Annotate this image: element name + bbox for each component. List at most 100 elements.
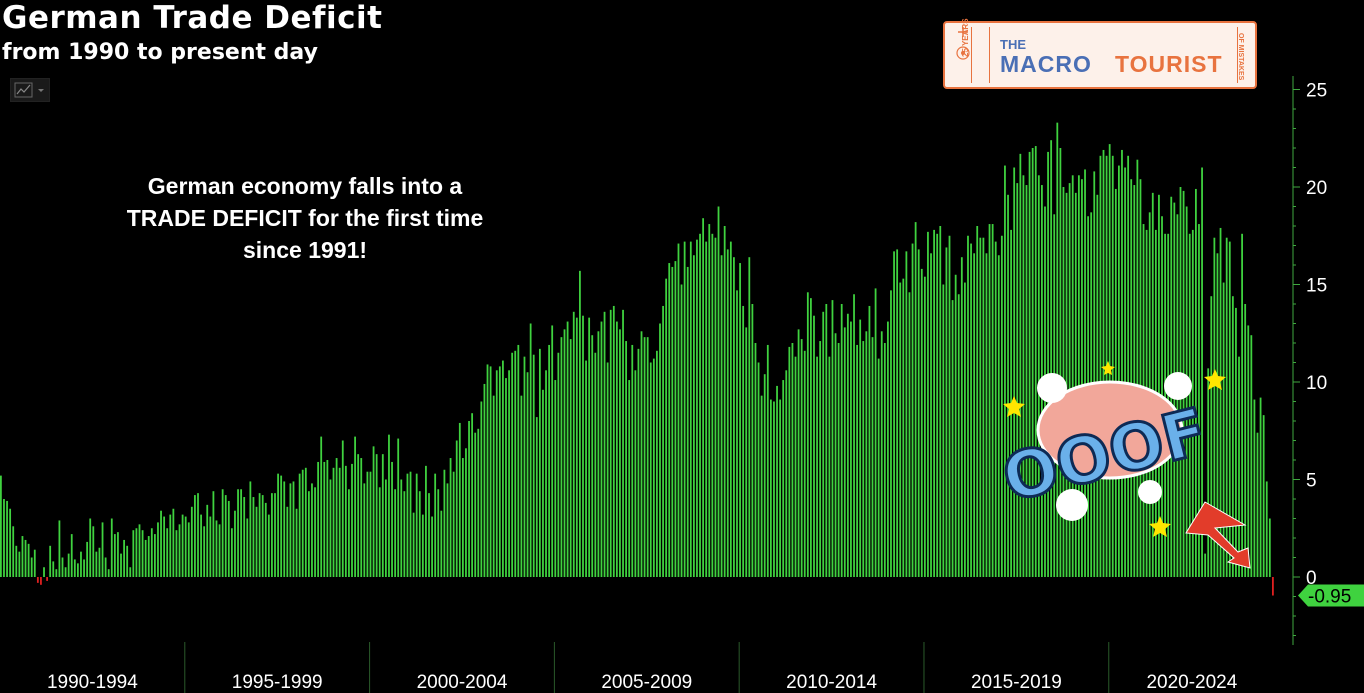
bar [1262,415,1265,577]
bar [388,434,390,577]
bar [67,553,70,577]
bar [705,241,708,577]
bar [1022,175,1025,578]
bar [659,323,661,577]
bar [726,249,729,577]
bar [1108,144,1111,577]
bar [597,331,600,577]
bar [760,395,763,577]
bar [378,487,381,577]
bar [49,545,52,577]
bar [363,483,366,577]
x-tick-label: 2000-2004 [417,672,508,693]
bar [332,467,335,577]
bar [542,389,544,577]
bar [745,327,748,577]
bar [736,290,738,577]
x-tick-label: 2020-2024 [1146,672,1237,693]
bar [671,266,674,577]
logo-the: THE [1000,37,1026,52]
bar [877,358,880,577]
bar [1191,229,1194,577]
bar [788,346,791,577]
bar [640,331,643,577]
bar [794,356,797,577]
bar [335,458,338,577]
bar [415,473,418,577]
bar [1225,237,1228,577]
bar [341,440,344,577]
bar [437,489,440,577]
bar [0,475,2,577]
bar [489,366,492,577]
bar [1210,296,1213,577]
bar [563,329,566,577]
bar [711,233,714,578]
bar [144,539,147,577]
bar [314,487,316,577]
bar [190,506,193,577]
bar [819,341,822,577]
bar [83,559,85,577]
bar [33,549,36,577]
bar [994,241,997,577]
bar [600,321,603,577]
bar [277,473,279,577]
bar [615,321,618,577]
bar [86,541,89,577]
bar [147,536,150,577]
chart-subtitle: from 1990 to present day [2,40,318,65]
bar [887,321,889,577]
bar [646,337,649,577]
bar [511,352,514,577]
bar [455,440,458,577]
bar [523,356,526,577]
bar [828,356,831,577]
bar [495,370,498,577]
bar [686,266,689,577]
bar [843,327,846,577]
bar [400,479,403,577]
plane-icon [956,27,970,60]
bar [1151,192,1154,577]
bar [286,506,289,577]
chart-type-button[interactable] [10,78,50,102]
bar [554,380,557,577]
bar [360,458,363,577]
bar [492,395,495,577]
bar [480,401,483,577]
bar [30,557,33,577]
bar [295,508,298,577]
bar [692,255,695,577]
bar [283,481,286,577]
bar [1219,227,1222,577]
bar [425,465,427,577]
bar [135,528,138,577]
bar [917,249,920,577]
bar [9,508,12,577]
bar [1195,188,1197,577]
bar [1102,149,1105,577]
bar [477,428,480,577]
bar [43,567,45,577]
bar [677,243,680,578]
bar [739,263,741,577]
bar [689,241,692,577]
bar [461,458,464,577]
bar [883,343,886,577]
bar [1025,185,1028,578]
bar [446,483,449,577]
bar [421,514,424,577]
bar [520,395,523,577]
explosion-cloud [1036,380,1184,480]
bar [452,471,455,577]
bar [545,370,547,577]
bar [1084,169,1086,577]
bar [178,524,181,577]
bar [157,522,159,577]
bar [46,577,48,581]
bar [652,358,655,577]
bar [606,362,609,577]
bar [1247,325,1250,577]
bar [720,255,723,577]
